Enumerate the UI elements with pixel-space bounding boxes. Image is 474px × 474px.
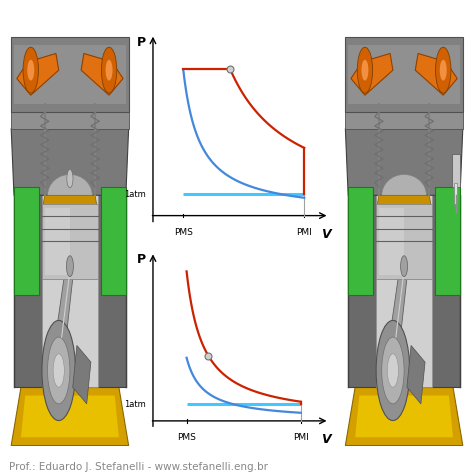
Text: PMS: PMS bbox=[174, 228, 192, 237]
Polygon shape bbox=[14, 195, 126, 387]
Polygon shape bbox=[100, 187, 126, 295]
Polygon shape bbox=[11, 128, 128, 195]
Circle shape bbox=[387, 354, 399, 387]
Polygon shape bbox=[14, 187, 39, 295]
Text: P: P bbox=[137, 36, 146, 48]
Text: PMS: PMS bbox=[177, 432, 196, 441]
Circle shape bbox=[440, 60, 447, 81]
Polygon shape bbox=[348, 45, 460, 103]
Polygon shape bbox=[11, 37, 128, 112]
Ellipse shape bbox=[47, 174, 92, 216]
Polygon shape bbox=[452, 154, 460, 187]
Text: V: V bbox=[321, 432, 331, 446]
Circle shape bbox=[362, 60, 368, 81]
Polygon shape bbox=[45, 208, 70, 274]
Polygon shape bbox=[17, 54, 59, 95]
Polygon shape bbox=[53, 266, 74, 354]
Polygon shape bbox=[346, 387, 463, 446]
Polygon shape bbox=[42, 204, 98, 279]
Polygon shape bbox=[415, 54, 457, 95]
Circle shape bbox=[42, 320, 75, 420]
Polygon shape bbox=[348, 195, 460, 387]
Circle shape bbox=[23, 47, 38, 93]
Polygon shape bbox=[376, 187, 432, 387]
Ellipse shape bbox=[382, 174, 427, 216]
Polygon shape bbox=[376, 204, 432, 279]
Polygon shape bbox=[376, 195, 432, 212]
Circle shape bbox=[67, 169, 73, 188]
Circle shape bbox=[66, 256, 73, 277]
Circle shape bbox=[101, 47, 117, 93]
Circle shape bbox=[436, 47, 451, 93]
Polygon shape bbox=[346, 37, 463, 112]
Circle shape bbox=[376, 320, 410, 420]
Text: PMI: PMI bbox=[296, 228, 312, 237]
Polygon shape bbox=[348, 187, 374, 295]
Polygon shape bbox=[346, 128, 463, 195]
Polygon shape bbox=[455, 183, 457, 204]
Polygon shape bbox=[346, 112, 463, 128]
Polygon shape bbox=[42, 187, 98, 387]
Polygon shape bbox=[351, 54, 393, 95]
Polygon shape bbox=[73, 346, 91, 404]
Circle shape bbox=[382, 337, 404, 404]
Polygon shape bbox=[379, 208, 404, 274]
Polygon shape bbox=[81, 54, 123, 95]
Text: 1atm: 1atm bbox=[125, 400, 146, 409]
Polygon shape bbox=[11, 387, 128, 446]
Text: P: P bbox=[137, 253, 146, 266]
Text: PMI: PMI bbox=[293, 432, 309, 441]
Polygon shape bbox=[14, 45, 126, 103]
Circle shape bbox=[401, 256, 408, 277]
Circle shape bbox=[53, 354, 64, 387]
Text: 1atm: 1atm bbox=[125, 190, 146, 199]
Polygon shape bbox=[11, 112, 128, 128]
Circle shape bbox=[27, 60, 34, 81]
Polygon shape bbox=[355, 395, 453, 437]
Circle shape bbox=[357, 47, 373, 93]
Polygon shape bbox=[387, 266, 408, 354]
Polygon shape bbox=[435, 187, 460, 295]
Text: V: V bbox=[321, 228, 331, 241]
Polygon shape bbox=[407, 346, 425, 404]
Text: Prof.: Eduardo J. Stefanelli - www.stefanelli.eng.br: Prof.: Eduardo J. Stefanelli - www.stefa… bbox=[9, 462, 268, 472]
Circle shape bbox=[47, 337, 70, 404]
Polygon shape bbox=[21, 395, 119, 437]
Polygon shape bbox=[42, 195, 98, 212]
Circle shape bbox=[106, 60, 112, 81]
